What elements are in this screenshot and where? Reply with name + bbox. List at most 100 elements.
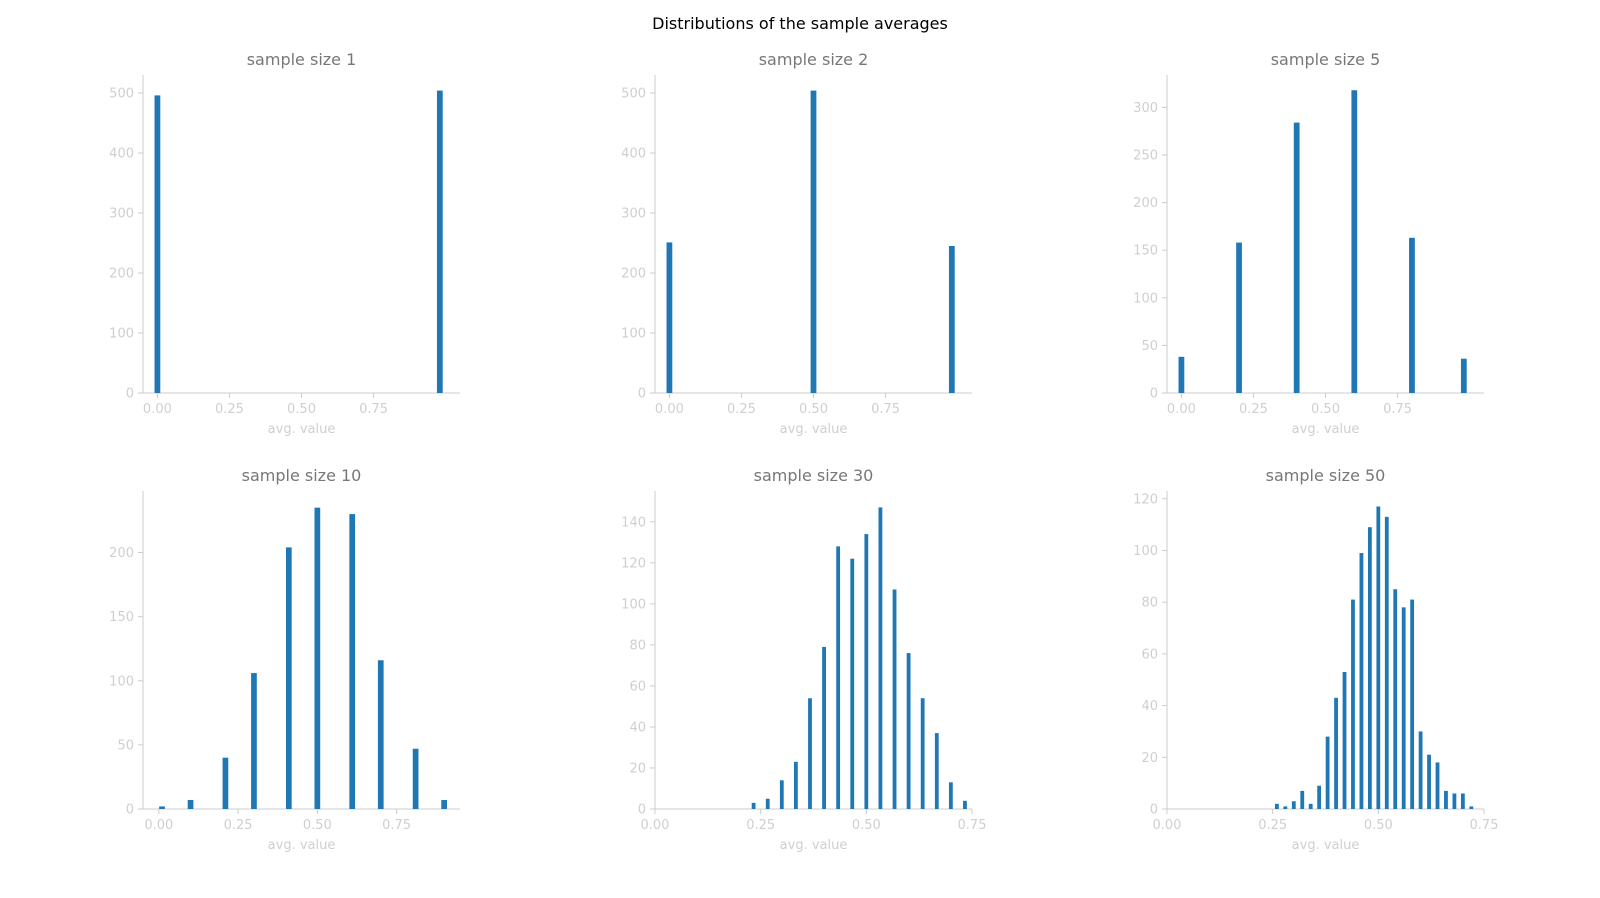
x-tick-label: 0.00 [641, 818, 670, 833]
y-tick-label: 120 [1133, 492, 1158, 507]
subplot-5: sample size 30 0 20 40 60 80 100 120 140 0.00 0.25… [621, 466, 986, 853]
histogram-bar [1317, 785, 1322, 809]
y-tick-label: 40 [629, 720, 646, 735]
histogram-bar [934, 733, 939, 809]
histogram-bar [187, 800, 194, 809]
x-tick-label: 0.00 [143, 402, 172, 417]
histogram-bar [441, 800, 448, 809]
histogram-bar [1418, 731, 1423, 809]
histogram-bar [1367, 527, 1372, 809]
x-tick-label: 0.00 [655, 402, 684, 417]
x-tick-label: 0.75 [958, 818, 987, 833]
histogram-bar [878, 507, 883, 809]
histogram-bar [1342, 671, 1347, 809]
histogram-bar [1293, 122, 1300, 393]
histogram-bar [892, 589, 897, 809]
y-tick-label: 200 [1133, 196, 1158, 211]
histogram-bar [1401, 607, 1406, 809]
x-tick-label: 0.75 [1470, 818, 1499, 833]
x-axis-label: avg. value [268, 422, 336, 437]
histogram-bar [1409, 237, 1415, 393]
y-tick-label: 60 [1141, 647, 1158, 662]
panel-title: sample size 10 [242, 466, 362, 485]
y-tick-label: 300 [1133, 101, 1158, 116]
y-tick-label: 200 [621, 267, 646, 282]
y-tick-label: 0 [1150, 803, 1158, 818]
subplot-1: sample size 1 0 100 200 300 400 500 0.00 0.25 0.5… [109, 50, 460, 437]
y-tick-label: 150 [1133, 244, 1158, 259]
y-tick-label: 0 [638, 803, 646, 818]
x-tick-label: 0.25 [215, 402, 244, 417]
histogram-bar [1359, 553, 1364, 809]
y-tick-label: 150 [109, 610, 134, 625]
x-axis-label: avg. value [780, 838, 848, 853]
histogram-bar [285, 547, 292, 809]
x-tick-label: 0.75 [359, 402, 388, 417]
y-tick-label: 500 [621, 87, 646, 102]
y-tick-label: 100 [109, 674, 134, 689]
histogram-bar [1178, 356, 1185, 393]
histogram-bar [808, 698, 812, 809]
histogram-bar [850, 558, 855, 809]
x-tick-label: 0.25 [1258, 818, 1287, 833]
figure-title: Distributions of the sample averages [652, 14, 948, 33]
histogram-bar [154, 95, 161, 394]
histogram-bar [251, 673, 257, 809]
y-tick-label: 400 [109, 147, 134, 162]
y-tick-label: 100 [1133, 291, 1158, 306]
x-tick-label: 0.75 [1383, 402, 1412, 417]
x-axis-label: avg. value [1292, 838, 1360, 853]
histogram-bar [1460, 358, 1467, 393]
histogram-bar [349, 514, 356, 809]
x-tick-label: 0.75 [871, 402, 900, 417]
histogram-bar [1376, 506, 1381, 809]
x-tick-label: 0.25 [727, 402, 756, 417]
x-axis-label: avg. value [780, 422, 848, 437]
histogram-bar [779, 780, 784, 809]
histogram-bar [1236, 242, 1242, 393]
x-tick-label: 0.50 [1364, 818, 1393, 833]
y-tick-label: 60 [629, 679, 646, 694]
histogram-bar [1469, 806, 1474, 809]
panel-title: sample size 1 [247, 50, 357, 69]
histogram-bar [920, 698, 925, 809]
y-tick-label: 100 [621, 327, 646, 342]
subplot-2: sample size 2 0 100 200 300 400 500 0.00 0.25 0.5… [621, 50, 972, 437]
y-tick-label: 50 [117, 738, 134, 753]
x-tick-label: 0.25 [224, 818, 253, 833]
histogram-bar [222, 757, 229, 809]
histogram-bar [1444, 790, 1448, 809]
histogram-bar [864, 534, 869, 809]
x-tick-label: 0.50 [287, 402, 316, 417]
histogram-bar [1393, 589, 1398, 809]
y-tick-label: 120 [621, 556, 646, 571]
y-tick-label: 140 [621, 515, 646, 530]
histogram-bar [1274, 803, 1279, 809]
y-tick-label: 20 [1141, 751, 1158, 766]
y-tick-label: 50 [1141, 339, 1158, 354]
histogram-bar [765, 798, 770, 809]
histogram-bar [1325, 736, 1330, 809]
histogram-bar [314, 507, 321, 809]
histogram-bar [436, 90, 443, 393]
histogram-bar [1351, 599, 1355, 809]
y-tick-label: 300 [109, 207, 134, 222]
histogram-bar [963, 800, 967, 809]
x-tick-label: 0.00 [1167, 402, 1196, 417]
x-tick-label: 0.00 [144, 818, 173, 833]
y-tick-label: 100 [109, 327, 134, 342]
histogram-bar [836, 546, 841, 809]
histogram-bar [1384, 516, 1389, 809]
histogram-bar [751, 802, 756, 809]
panel-title: sample size 5 [1271, 50, 1381, 69]
x-tick-label: 0.75 [382, 818, 411, 833]
histogram-bar [822, 646, 826, 809]
y-tick-label: 100 [1133, 544, 1158, 559]
panel-title: sample size 2 [759, 50, 869, 69]
histogram-bar [1334, 697, 1338, 809]
x-tick-label: 0.50 [852, 818, 881, 833]
histogram-bar [793, 761, 798, 809]
histogram-bar [1308, 803, 1313, 809]
histogram-bar [1435, 762, 1440, 809]
